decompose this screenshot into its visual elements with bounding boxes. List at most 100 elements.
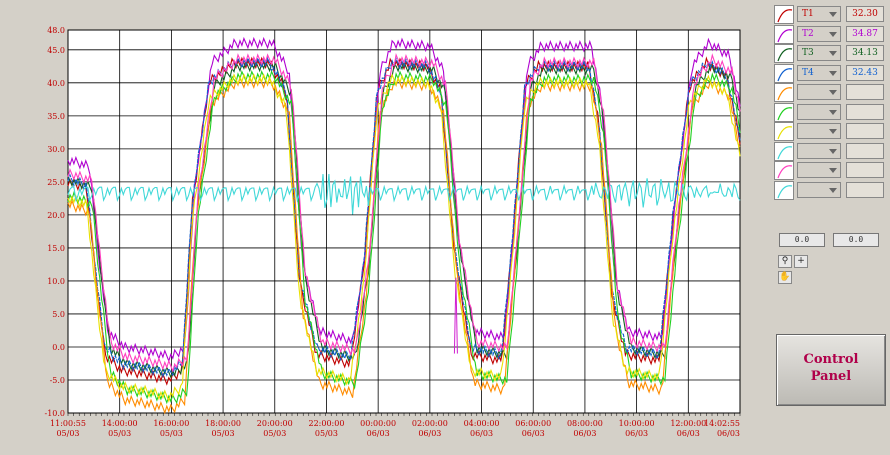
- y-tick-label: 45.0: [47, 46, 65, 55]
- series-line: [67, 56, 741, 379]
- temperature-chart[interactable]: 48.0 45.0 40.0 35.0 30.0 25.0 20.0 15.0 10.0 5.0 0…: [0, 0, 768, 455]
- control-panel-label-line1: Control: [803, 352, 859, 367]
- legend-plot-selector[interactable]: T4: [797, 64, 841, 81]
- dropdown-arrow-icon[interactable]: [829, 31, 837, 37]
- legend-current-value: [846, 123, 884, 139]
- legend-swatch-icon: [774, 141, 794, 161]
- dropdown-arrow-icon[interactable]: [829, 168, 837, 173]
- legend-swatch-icon: [774, 5, 794, 24]
- x-tick-date-label: 06/03: [625, 429, 648, 438]
- series-line: [67, 36, 741, 363]
- legend-plot-selector[interactable]: T1: [797, 6, 841, 22]
- y-tick-label: 5.0: [52, 310, 65, 319]
- series-line: [67, 73, 741, 403]
- dropdown-arrow-icon[interactable]: [829, 187, 837, 193]
- x-tick-time-label: 18:00:00: [205, 419, 241, 428]
- legend-current-value: [846, 162, 884, 178]
- dropdown-arrow-icon[interactable]: [829, 51, 837, 56]
- y-tick-label: 35.0: [47, 112, 65, 121]
- legend-swatch-icon: [774, 63, 794, 83]
- x-tick-time-label: 16:00:00: [153, 419, 189, 428]
- legend-plot-selector[interactable]: T3: [797, 45, 841, 61]
- x-tick-date-label: 06/03: [717, 429, 740, 438]
- x-tick-date-label: 06/03: [573, 429, 596, 438]
- x-tick-time-label: 14:00:00: [102, 419, 138, 428]
- legend-plot-name: T1: [802, 9, 814, 19]
- legend-current-value: 34.87: [846, 25, 884, 42]
- chart-panel: 48.0 45.0 40.0 35.0 30.0 25.0 20.0 15.0 10.0 5.0 0…: [0, 0, 768, 455]
- dropdown-arrow-icon[interactable]: [829, 12, 837, 17]
- legend-row[interactable]: [774, 161, 886, 180]
- cursor-plus-icon[interactable]: +: [794, 255, 808, 268]
- dropdown-arrow-icon[interactable]: [829, 70, 837, 76]
- legend-plot-selector[interactable]: [797, 162, 841, 178]
- legend-current-value: [846, 181, 884, 198]
- dropdown-arrow-icon[interactable]: [829, 129, 837, 134]
- x-tick-time-label: 08:00:00: [567, 419, 603, 428]
- legend-plot-name: T4: [802, 67, 814, 78]
- y-tick-label: 25.0: [47, 178, 65, 187]
- x-scale-label: 0.0: [794, 235, 810, 244]
- legend-plot-selector[interactable]: T2: [797, 25, 841, 42]
- legend-plot-selector[interactable]: [797, 84, 841, 100]
- y-tick-label: 15.0: [47, 244, 65, 253]
- legend-plot-selector[interactable]: [797, 103, 841, 120]
- y-scale-label: 0.0: [848, 235, 864, 244]
- x-tick-date-label: 05/03: [263, 429, 286, 438]
- y-tick-label: 0.0: [52, 343, 65, 352]
- legend-plot-name: T3: [802, 48, 814, 58]
- x-tick-time-label: 00:00:00: [360, 419, 396, 428]
- legend-row[interactable]: [774, 122, 886, 141]
- legend-row[interactable]: [774, 141, 886, 161]
- x-scale-format-button[interactable]: 0.0: [779, 233, 825, 247]
- y-tick-label: 48.0: [47, 26, 65, 35]
- x-tick-date-label: 06/03: [677, 429, 700, 438]
- y-tick-label: 30.0: [47, 145, 65, 154]
- pan-hand-icon[interactable]: ✋: [778, 271, 792, 284]
- series-line: [67, 173, 741, 215]
- dropdown-arrow-icon[interactable]: [829, 109, 837, 115]
- legend-plot-selector[interactable]: [797, 123, 841, 139]
- legend-current-value: 34.13: [846, 45, 884, 61]
- legend-swatch-icon: [774, 180, 794, 200]
- dropdown-arrow-icon[interactable]: [829, 148, 837, 154]
- x-tick-date-label: 05/03: [315, 429, 338, 438]
- x-tick-date-label: 05/03: [108, 429, 131, 438]
- legend-swatch-icon: [774, 24, 794, 44]
- x-tick-time-label: 22:00:00: [308, 419, 344, 428]
- legend-plot-selector[interactable]: [797, 142, 841, 159]
- x-tick-date-label: 06/03: [367, 429, 390, 438]
- dropdown-arrow-icon[interactable]: [829, 90, 837, 95]
- y-tick-label: 40.0: [47, 79, 65, 88]
- x-tick-time-label: 14:02:55: [704, 419, 740, 428]
- x-tick-time-label: 10:00:00: [619, 419, 655, 428]
- graph-palette: ⚲ + ✋: [778, 255, 818, 287]
- x-tick-date-label: 05/03: [160, 429, 183, 438]
- legend-row[interactable]: [774, 102, 886, 122]
- legend-current-value: [846, 84, 884, 100]
- x-tick-time-label: 12:00:00: [670, 419, 706, 428]
- x-tick-date-label: 06/03: [470, 429, 493, 438]
- legend-current-value: 32.43: [846, 64, 884, 81]
- x-tick-time-label: 02:00:00: [412, 419, 448, 428]
- y-tick-label: -10.0: [44, 409, 65, 418]
- legend-swatch-icon: [774, 102, 794, 122]
- control-panel-button[interactable]: Control Panel: [776, 334, 886, 406]
- x-tick-time-label: 11:00:55: [50, 419, 86, 428]
- legend-plot-selector[interactable]: [797, 181, 841, 198]
- legend-row[interactable]: T4 32.43: [774, 63, 886, 83]
- zoom-icon[interactable]: ⚲: [778, 255, 792, 268]
- legend-row[interactable]: T1 32.30: [774, 5, 886, 24]
- legend-swatch-icon: [774, 83, 794, 102]
- x-tick-date-label: 06/03: [418, 429, 441, 438]
- y-scale-format-button[interactable]: 0.0: [833, 233, 879, 247]
- legend-row[interactable]: [774, 83, 886, 102]
- control-panel-label-line2: Panel: [810, 369, 852, 384]
- legend-row[interactable]: T3 34.13: [774, 44, 886, 63]
- legend-swatch-icon: [774, 44, 794, 63]
- series-spike-mark: [453, 277, 458, 354]
- legend-row[interactable]: [774, 180, 886, 200]
- y-tick-label: 20.0: [47, 211, 65, 220]
- legend-row[interactable]: T2 34.87: [774, 24, 886, 44]
